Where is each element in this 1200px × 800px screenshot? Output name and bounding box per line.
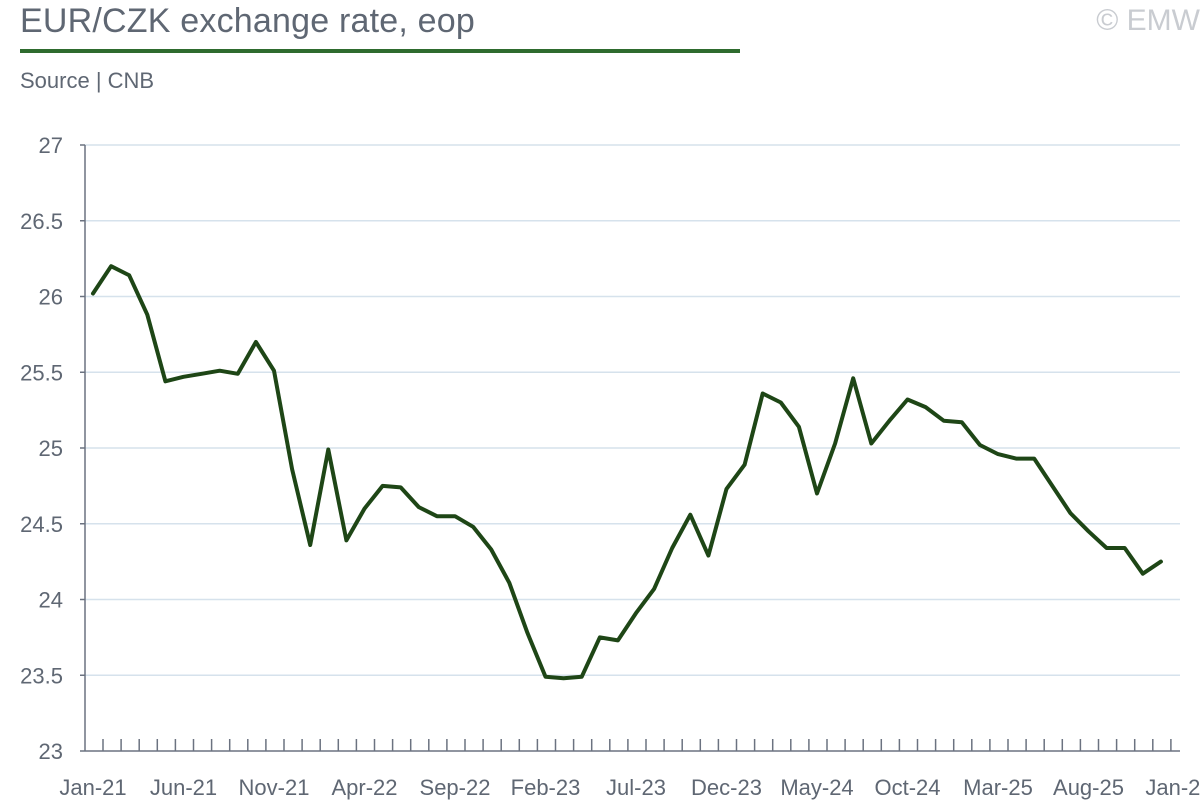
x-tick-labels: Jan-21 Jun-21 Nov-21 Apr-22 Sep-22 Feb-23 Jul-… [59,775,1200,800]
y-tick-label: 23 [39,739,63,764]
chart-source: Source | CNB [20,68,155,93]
x-tick-label: Jul-23 [606,775,666,800]
x-tick-label: Mar-25 [963,775,1033,800]
series-layer [91,264,1163,681]
y-tick-label: 26 [39,285,63,310]
gridlines [85,144,1180,676]
x-tick-label: Apr-22 [331,775,397,800]
x-tick-label: Dec-23 [691,775,762,800]
series-line [91,264,1163,681]
x-tick-label: May-24 [780,775,853,800]
y-tick-labels: 23 23.5 24 24.5 25 25.5 26 26.5 27 [20,133,63,764]
x-tick-label: Sep-22 [420,775,491,800]
y-tick-label: 24 [39,588,63,613]
x-tick-label: Feb-23 [511,775,581,800]
y-tick-label: 25 [39,436,63,461]
x-tick-label: Nov-21 [239,775,310,800]
x-tick-label: Jan-26 [1145,775,1200,800]
y-tick-label: 27 [39,133,63,158]
axes [80,144,1180,752]
chart-title: EUR/CZK exchange rate, eop [20,2,475,40]
x-tick-label: Jan-21 [59,775,126,800]
y-tick-label: 23.5 [20,663,63,688]
x-tick-label: Jun-21 [150,775,217,800]
x-tick-label: Aug-25 [1053,775,1124,800]
title-underline [20,49,740,53]
y-tick-label: 24.5 [20,512,63,537]
y-tick-label: 25.5 [20,360,63,385]
copyright-watermark: © EMW [1096,4,1200,37]
y-tick-label: 26.5 [20,209,63,234]
x-tick-label: Oct-24 [874,775,940,800]
